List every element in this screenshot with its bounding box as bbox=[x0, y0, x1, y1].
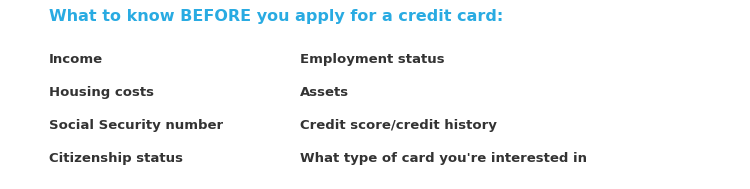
Text: What to know BEFORE you apply for a credit card:: What to know BEFORE you apply for a cred… bbox=[49, 9, 503, 23]
Text: Citizenship status: Citizenship status bbox=[49, 152, 183, 165]
Text: Assets: Assets bbox=[300, 86, 349, 99]
Text: Housing costs: Housing costs bbox=[49, 86, 154, 99]
Text: What type of card you're interested in: What type of card you're interested in bbox=[300, 152, 587, 165]
Text: Social Security number: Social Security number bbox=[49, 119, 223, 132]
Text: Credit score/credit history: Credit score/credit history bbox=[300, 119, 496, 132]
Text: Employment status: Employment status bbox=[300, 53, 445, 66]
Text: Income: Income bbox=[49, 53, 103, 66]
